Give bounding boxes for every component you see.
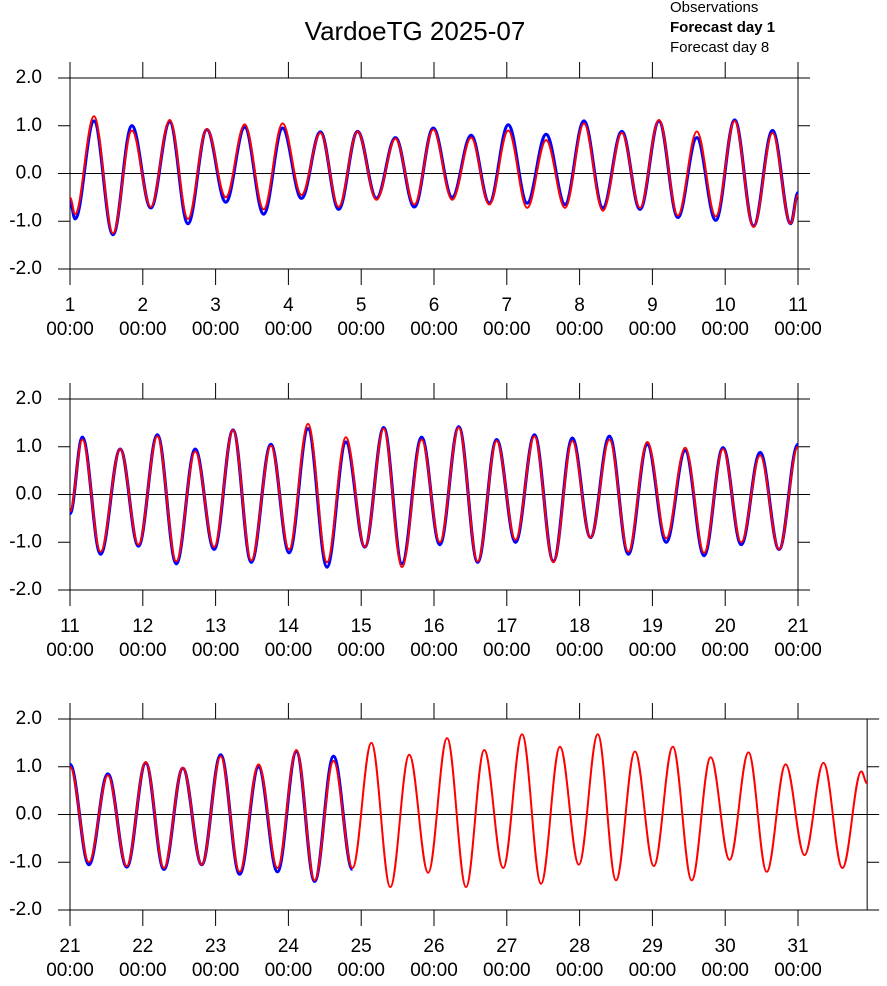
y-tick-label: -2.0	[9, 258, 42, 279]
legend-entry: Forecast day 1	[670, 19, 775, 36]
series-line	[69, 115, 799, 235]
x-tick-label: 14 00:00	[264, 616, 313, 661]
y-tick-label: 0.0	[16, 484, 42, 505]
x-tick-label: 8 00:00	[555, 295, 604, 340]
x-tick-label: 30 00:00	[701, 936, 749, 981]
chart-title: VardoeTG 2025-07	[305, 16, 526, 46]
series-line	[68, 425, 800, 569]
y-tick-label: -1.0	[9, 210, 42, 231]
y-tick-label: -2.0	[9, 899, 42, 920]
x-tick-label: 11 00:00	[774, 295, 822, 340]
x-tick-label: 24 00:00	[264, 936, 313, 981]
x-tick-label: 31 00:00	[774, 936, 822, 981]
x-tick-label: 15 00:00	[337, 616, 385, 661]
x-tick-label: 10 00:00	[701, 295, 749, 340]
y-tick-label: 1.0	[16, 756, 42, 777]
x-tick-label: 5 00:00	[337, 295, 385, 340]
x-tick-label: 4 00:00	[264, 295, 313, 340]
y-tick-label: 1.0	[16, 115, 42, 136]
x-tick-label: 29 00:00	[628, 936, 677, 981]
legend-entry: Observations	[670, 0, 758, 16]
x-tick-label: 18 00:00	[555, 616, 604, 661]
x-tick-label: 26 00:00	[410, 936, 458, 981]
x-tick-label: 11 00:00	[46, 616, 94, 661]
x-tick-label: 19 00:00	[628, 616, 677, 661]
y-tick-label: -2.0	[9, 579, 42, 600]
x-tick-label: 21 00:00	[46, 936, 94, 981]
y-tick-label: 2.0	[16, 708, 42, 729]
y-tick-label: 1.0	[16, 436, 42, 457]
x-tick-label: 25 00:00	[337, 936, 385, 981]
x-tick-label: 28 00:00	[555, 936, 604, 981]
x-tick-label: 2 00:00	[119, 295, 167, 340]
x-tick-label: 23 00:00	[191, 936, 240, 981]
legend-entry: Forecast day 8	[670, 39, 769, 56]
x-tick-label: 6 00:00	[410, 295, 458, 340]
x-tick-label: 13 00:00	[191, 616, 240, 661]
x-tick-label: 16 00:00	[410, 616, 458, 661]
y-tick-label: 2.0	[16, 67, 42, 88]
y-tick-label: 0.0	[16, 163, 42, 184]
x-tick-label: 27 00:00	[483, 936, 531, 981]
x-tick-label: 9 00:00	[628, 295, 677, 340]
y-tick-label: 2.0	[16, 388, 42, 409]
x-tick-label: 3 00:00	[191, 295, 240, 340]
x-tick-label: 1 00:00	[46, 295, 94, 340]
y-tick-label: 0.0	[16, 804, 42, 825]
x-tick-label: 7 00:00	[483, 295, 531, 340]
x-tick-label: 12 00:00	[119, 616, 167, 661]
x-tick-label: 21 00:00	[774, 616, 822, 661]
series-line	[69, 422, 799, 569]
series-line	[69, 733, 868, 889]
x-tick-label: 17 00:00	[483, 616, 531, 661]
x-tick-label: 20 00:00	[701, 616, 749, 661]
y-tick-label: -1.0	[9, 531, 42, 552]
y-tick-label: -1.0	[9, 851, 42, 872]
x-tick-label: 22 00:00	[119, 936, 167, 981]
